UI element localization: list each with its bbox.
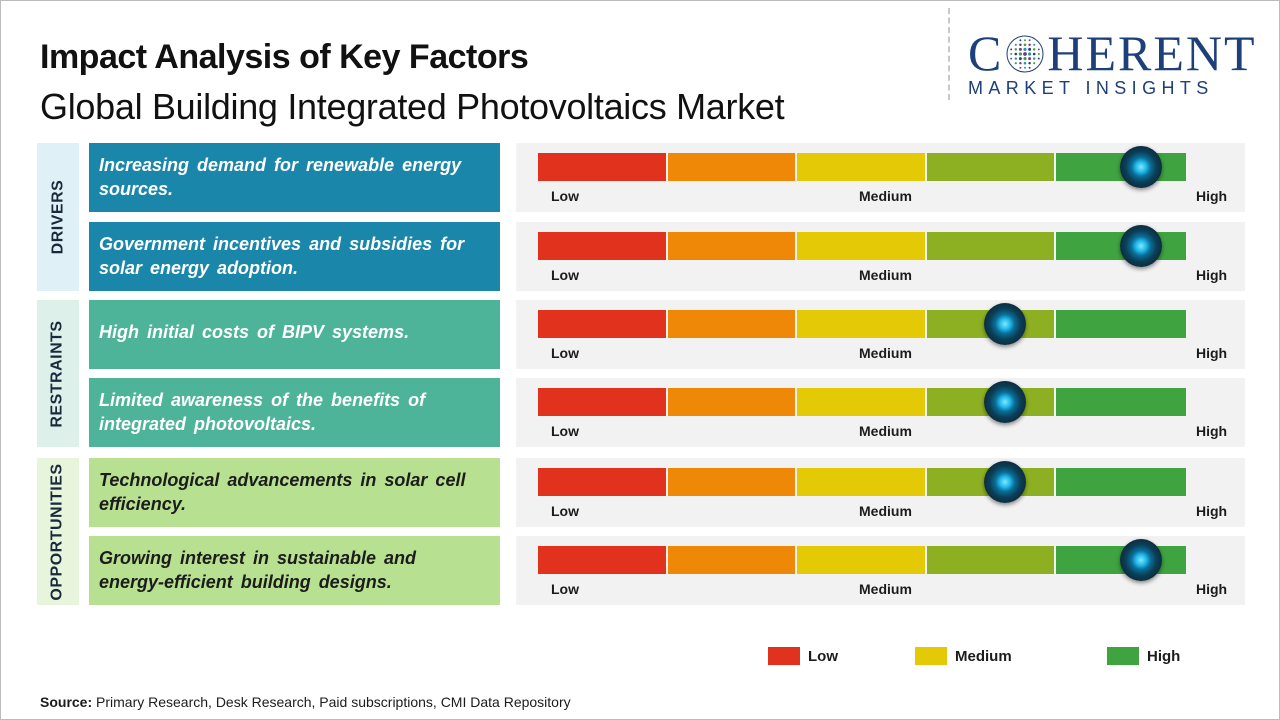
gauge-bar xyxy=(538,461,1186,503)
factor-box: Limited awareness of the benefits of int… xyxy=(89,378,500,447)
scale-label-medium: Medium xyxy=(859,581,912,597)
scale-label-high: High xyxy=(1196,581,1228,597)
logo-text-left: C xyxy=(968,25,1004,81)
factor-box: Government incentives and subsidies for … xyxy=(89,222,500,291)
legend-label: Medium xyxy=(955,648,1012,665)
gauge-segment xyxy=(926,546,1055,574)
page-title: Impact Analysis of Key Factors xyxy=(40,38,529,76)
gauge-segment xyxy=(1056,310,1186,338)
gauge-bar xyxy=(538,381,1186,423)
factor-box: Increasing demand for renewable energy s… xyxy=(89,143,500,212)
factor-text: High initial costs of BIPV systems. xyxy=(99,322,410,342)
legend-swatch-high xyxy=(1107,647,1139,665)
impact-gauge: Low Medium High xyxy=(516,222,1245,291)
category-tab-opportunities: OPPORTUNITIES xyxy=(37,458,79,605)
impact-marker xyxy=(983,381,1026,423)
gauge-segment xyxy=(926,232,1055,260)
gauge-segment xyxy=(797,388,925,416)
factor-box: High initial costs of BIPV systems. xyxy=(89,300,500,369)
gauge-segment xyxy=(797,232,925,260)
gauge-bar xyxy=(538,146,1186,188)
scale-label-low: Low xyxy=(551,345,579,361)
gauge-segment xyxy=(667,232,796,260)
logo-text-right: HERENT xyxy=(1047,25,1257,81)
scale-label-high: High xyxy=(1196,345,1228,361)
gauge-segment xyxy=(667,310,796,338)
impact-marker xyxy=(1119,539,1162,581)
scale-label-medium: Medium xyxy=(859,345,912,361)
gauge-segment xyxy=(926,153,1055,181)
scale-label-high: High xyxy=(1196,267,1228,283)
gauge-segment xyxy=(797,153,925,181)
gauge-segment xyxy=(667,546,796,574)
factor-box: Technological advancements in solar cell… xyxy=(89,458,500,527)
factor-text: Technological advancements in solar cell… xyxy=(99,470,466,514)
impact-gauge: Low Medium High xyxy=(516,143,1245,212)
impact-marker xyxy=(1119,146,1162,188)
gauge-segment xyxy=(1056,388,1186,416)
gauge-bar xyxy=(538,303,1186,345)
gauge-segment xyxy=(538,310,666,338)
gauge-segment xyxy=(667,468,796,496)
scale-label-medium: Medium xyxy=(859,423,912,439)
logo-subtitle: MARKET INSIGHTS xyxy=(968,78,1214,98)
factor-text: Limited awareness of the benefits of int… xyxy=(99,390,426,434)
scale-label-high: High xyxy=(1196,188,1228,204)
gauge-segment xyxy=(667,388,796,416)
gauge-bar xyxy=(538,539,1186,581)
scale-label-low: Low xyxy=(551,423,579,439)
factor-text: Growing interest in sustainable and ener… xyxy=(99,548,417,592)
category-label: OPPORTUNITIES xyxy=(49,462,66,601)
gauge-segment xyxy=(1056,468,1186,496)
company-logo: C HERENT MARKET INSIGHTS xyxy=(968,25,1260,99)
category-label: RESTRAINTS xyxy=(49,319,67,428)
category-label: DRIVERS xyxy=(49,179,66,255)
impact-gauge: Low Medium High xyxy=(516,300,1245,369)
scale-label-low: Low xyxy=(551,267,579,283)
source-text: Primary Research, Desk Research, Paid su… xyxy=(92,694,571,710)
gauge-bar xyxy=(538,225,1186,267)
page-subtitle: Global Building Integrated Photovoltaics… xyxy=(40,86,785,127)
impact-gauge: Low Medium High xyxy=(516,536,1245,605)
factor-text: Government incentives and subsidies for … xyxy=(99,234,465,278)
gauge-segment xyxy=(797,546,925,574)
scale-label-medium: Medium xyxy=(859,503,912,519)
legend-swatch-medium xyxy=(915,647,947,665)
gauge-segment xyxy=(797,468,925,496)
impact-gauge: Low Medium High xyxy=(516,378,1245,447)
gauge-segment xyxy=(538,468,666,496)
category-tab-drivers: DRIVERS xyxy=(37,143,79,291)
scale-label-medium: Medium xyxy=(859,267,912,283)
legend-label: Low xyxy=(808,648,838,665)
category-tab-restraints: RESTRAINTS xyxy=(37,300,79,447)
scale-label-medium: Medium xyxy=(859,188,912,204)
scale-label-low: Low xyxy=(551,503,579,519)
gauge-segment xyxy=(538,388,666,416)
gauge-segment xyxy=(667,153,796,181)
impact-marker xyxy=(983,461,1026,503)
legend-swatch-low xyxy=(768,647,800,665)
impact-marker xyxy=(1119,225,1162,267)
source-label: Source: xyxy=(40,694,93,710)
header-divider xyxy=(948,8,950,100)
source-note: Source: Primary Research, Desk Research,… xyxy=(40,694,571,710)
scale-label-high: High xyxy=(1196,503,1228,519)
gauge-segment xyxy=(538,546,666,574)
scale-label-high: High xyxy=(1196,423,1228,439)
globe-icon xyxy=(1006,35,1044,73)
factor-box: Growing interest in sustainable and ener… xyxy=(89,536,500,605)
impact-marker xyxy=(983,303,1026,345)
gauge-segment xyxy=(538,153,666,181)
gauge-segment xyxy=(538,232,666,260)
scale-label-low: Low xyxy=(551,581,579,597)
legend-label: High xyxy=(1147,648,1181,665)
logo-wordmark: C HERENT xyxy=(968,25,1260,81)
gauge-segment xyxy=(797,310,925,338)
scale-label-low: Low xyxy=(551,188,579,204)
factor-text: Increasing demand for renewable energy s… xyxy=(99,155,462,199)
impact-gauge: Low Medium High xyxy=(516,458,1245,527)
